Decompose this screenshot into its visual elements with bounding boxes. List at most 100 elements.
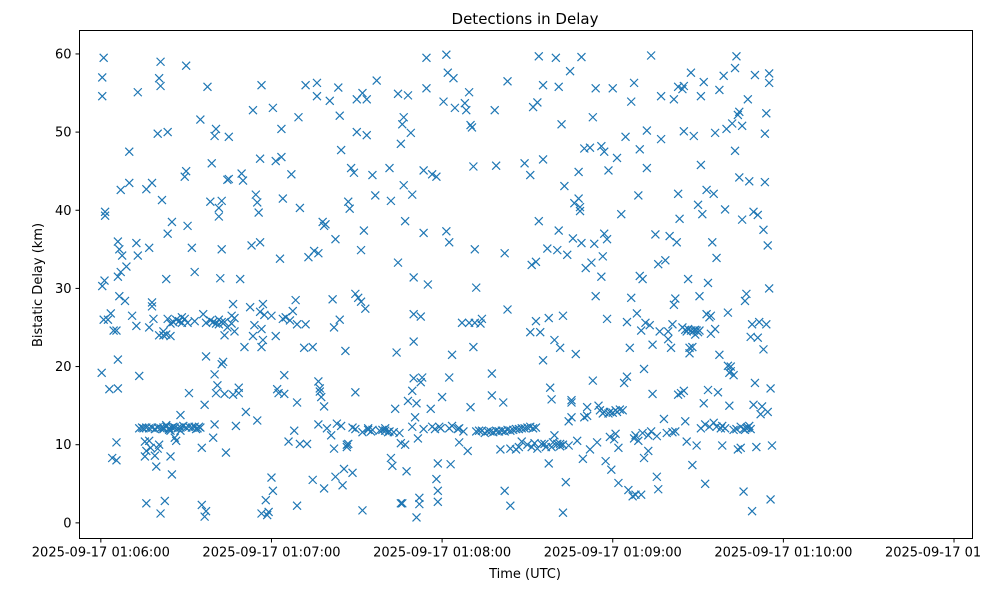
data-point [319,484,329,493]
data-point [680,416,690,426]
data-point [629,78,639,88]
data-point [648,389,657,399]
data-point [363,425,373,435]
data-point [400,216,410,226]
data-point [737,215,747,225]
data-point [763,240,773,250]
data-point [679,386,689,396]
data-point [291,295,301,305]
data-point [292,398,302,407]
data-point [211,388,221,398]
data-point [166,331,175,341]
data-point [696,91,706,101]
data-point [641,318,650,328]
data-point [666,343,676,353]
data-point [151,462,161,472]
x-tick-label: 2025-09-17 01:11:00 [885,546,982,561]
data-point [683,324,693,334]
data-point [591,83,601,93]
data-point [278,194,288,203]
data-point [171,315,181,325]
data-point [147,178,157,188]
data-point [700,479,710,489]
data-point [682,437,692,447]
data-point [669,94,679,104]
data-point [333,83,343,92]
data-point [495,444,505,454]
data-point [646,427,656,436]
data-point [238,176,248,185]
data-point [409,373,419,383]
data-point [161,420,171,430]
data-point [237,169,247,178]
data-point [183,221,192,231]
data-point [257,324,266,334]
data-point [562,250,572,260]
data-point [213,380,222,390]
data-point [220,330,229,340]
data-point [403,396,413,406]
data-point [628,491,638,501]
data-point [313,248,323,258]
data-point [555,343,565,353]
data-point [312,91,322,101]
data-point [747,319,757,329]
data-point [663,334,673,344]
x-tick-label: 2025-09-17 01:10:00 [714,546,852,561]
y-tick-label: 30 [55,282,72,297]
x-tick-label: 2025-09-17 01:07:00 [202,546,340,561]
data-point [720,423,730,433]
data-point [201,318,211,328]
data-point [402,466,411,476]
data-point [446,459,456,469]
data-point [558,311,568,321]
data-point [561,477,571,487]
data-point [257,509,266,518]
data-point [154,440,164,450]
data-point [174,316,184,326]
data-point [362,94,372,104]
data-point [166,452,175,461]
data-point [578,454,588,464]
data-point [729,425,739,435]
data-point [606,465,616,475]
data-point [271,331,281,341]
data-point [724,401,734,411]
data-point [386,196,396,206]
data-point [693,200,703,210]
data-point [163,314,173,324]
data-point [385,163,394,173]
data-point [350,289,360,299]
x-tick-label: 2025-09-17 01:06:00 [32,546,170,561]
data-point [168,422,178,432]
data-point [767,441,777,450]
data-point [436,423,446,433]
data-point [210,419,220,429]
y-tick-label: 60 [55,47,72,62]
data-point [531,257,541,267]
data-point [567,398,576,407]
data-point [652,472,662,482]
data-point [208,433,218,443]
data-point [207,158,217,168]
data-point [286,169,296,179]
data-point [335,315,345,325]
data-point [210,369,220,379]
data-point [740,296,750,306]
data-point [709,189,719,199]
data-point [621,132,630,142]
data-point [449,73,458,83]
data-point [760,129,770,139]
chart-title: Detections in Delay [452,10,599,28]
data-point [348,468,357,478]
data-point [746,332,756,342]
data-point [406,128,416,138]
data-point [134,371,144,381]
data-point [439,97,448,107]
data-point [491,161,501,171]
data-point [339,464,349,474]
data-point [716,423,726,433]
data-point [410,412,420,422]
data-point [140,452,150,461]
data-point [622,317,632,327]
